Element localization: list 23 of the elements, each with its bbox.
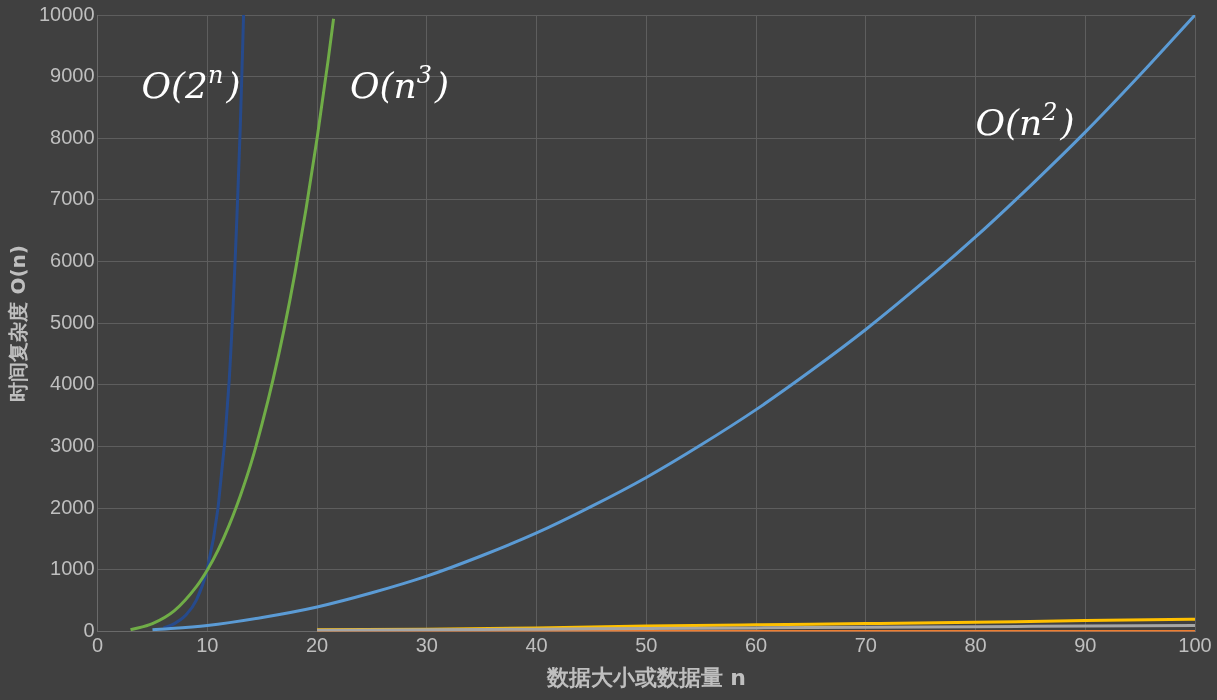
y-tick-label: 4000: [50, 372, 95, 395]
y-tick-label: 3000: [50, 434, 95, 457]
x-axis-title: 数据大小或数据量 n: [545, 664, 746, 690]
x-tick-label: 70: [854, 634, 877, 657]
x-tick-label: 50: [635, 634, 658, 657]
y-tick-label: 2000: [50, 495, 95, 518]
y-axis-title: 时间复杂度 O(n): [6, 245, 31, 402]
y-tick-label: 5000: [50, 310, 95, 333]
x-tick-label: 10: [196, 634, 219, 657]
x-tick-label: 100: [1178, 634, 1212, 657]
y-tick-label: 10000: [38, 2, 95, 25]
y-tick-label: 9000: [50, 64, 95, 87]
x-tick-label: 60: [744, 634, 768, 657]
y-tick-label: 8000: [50, 125, 95, 148]
y-tick-label: 6000: [50, 249, 95, 272]
line-series: [129, 17, 336, 632]
x-tick-label: 90: [1074, 634, 1097, 657]
x-tick-label: 80: [964, 634, 987, 657]
y-tick-label: 7000: [50, 187, 95, 210]
x-tick-label: 30: [415, 634, 438, 657]
x-tick-label: 20: [305, 634, 329, 657]
x-tick-label: 40: [525, 634, 548, 657]
y-tick-label: 1000: [50, 557, 95, 580]
